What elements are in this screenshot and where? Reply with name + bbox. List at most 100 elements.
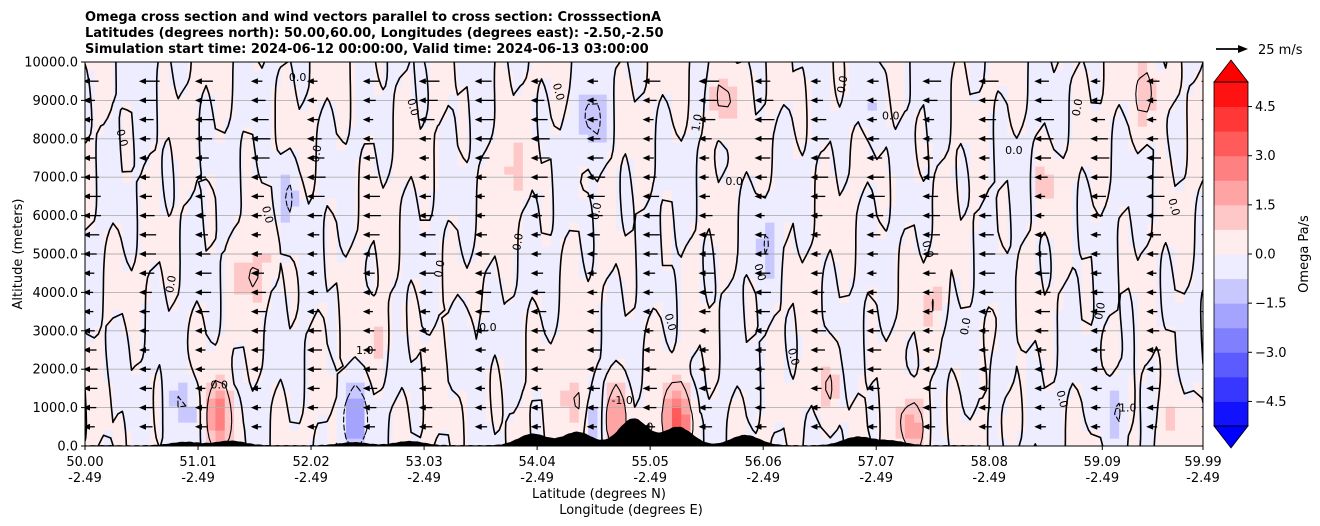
- omega-cell: [970, 390, 980, 399]
- omega-cell: [839, 366, 850, 375]
- omega-cell: [522, 214, 533, 223]
- omega-cell: [1109, 422, 1120, 431]
- omega-cell: [131, 366, 142, 375]
- omega-cell: [85, 206, 95, 215]
- omega-cell: [1091, 398, 1102, 407]
- omega-cell: [662, 422, 673, 431]
- omega-cell: [1025, 390, 1036, 399]
- omega-cell: [336, 422, 347, 431]
- omega-cell: [299, 126, 310, 135]
- omega-cell: [755, 262, 766, 271]
- omega-cell: [252, 246, 263, 255]
- omega-cell: [373, 390, 384, 399]
- omega-cell: [448, 358, 459, 367]
- omega-cell: [429, 310, 440, 319]
- omega-cell: [513, 150, 524, 159]
- omega-cell: [411, 270, 421, 279]
- omega-cell: [196, 262, 207, 271]
- omega-cell: [988, 254, 999, 263]
- omega-cell: [485, 222, 496, 231]
- omega-cell: [774, 438, 785, 446]
- omega-cell: [942, 254, 953, 263]
- omega-cell: [848, 414, 859, 423]
- omega-cell: [485, 174, 496, 183]
- omega-cell: [522, 374, 533, 383]
- omega-cell: [532, 150, 543, 159]
- omega-cell: [839, 134, 850, 143]
- omega-cell: [439, 294, 449, 303]
- omega-cell: [867, 350, 878, 359]
- omega-cell: [1184, 390, 1195, 399]
- omega-cell: [653, 222, 664, 231]
- omega-cell: [112, 270, 123, 279]
- omega-cell: [168, 422, 179, 431]
- omega-cell: [1100, 278, 1111, 287]
- omega-cell: [327, 118, 338, 127]
- omega-cell: [85, 142, 95, 151]
- omega-cell: [942, 278, 953, 287]
- omega-cell: [1081, 206, 1092, 215]
- omega-cell: [569, 278, 580, 287]
- omega-cell: [1007, 302, 1018, 311]
- omega-cell: [178, 278, 189, 287]
- omega-cell: [606, 230, 617, 239]
- omega-cell: [606, 374, 617, 383]
- omega-cell: [289, 158, 300, 167]
- omega-cell: [988, 182, 999, 191]
- omega-cell: [392, 126, 403, 135]
- omega-cell: [1044, 390, 1055, 399]
- omega-cell: [1119, 206, 1130, 215]
- omega-cell: [960, 350, 971, 359]
- omega-cell: [262, 150, 272, 159]
- omega-cell: [103, 126, 114, 135]
- omega-cell: [848, 422, 859, 431]
- omega-cell: [1100, 350, 1111, 359]
- omega-cell: [932, 422, 943, 431]
- omega-cell: [383, 398, 394, 407]
- omega-cell: [168, 270, 179, 279]
- omega-cell: [886, 358, 897, 367]
- omega-cell: [1184, 374, 1195, 383]
- omega-cell: [541, 318, 552, 327]
- omega-cell: [644, 262, 654, 271]
- omega-cell: [746, 158, 757, 167]
- omega-cell: [1035, 294, 1046, 303]
- omega-cell: [364, 390, 375, 399]
- omega-cell: [560, 262, 571, 271]
- omega-cell: [178, 230, 189, 239]
- omega-cell: [914, 270, 925, 279]
- omega-cell: [392, 350, 403, 359]
- omega-cell: [644, 198, 654, 207]
- omega-cell: [420, 334, 431, 343]
- omega-cell: [718, 302, 729, 311]
- omega-cell: [1072, 406, 1083, 415]
- omega-cell: [420, 262, 431, 271]
- omega-cell: [187, 246, 198, 255]
- omega-cell: [560, 398, 571, 407]
- omega-cell: [1007, 358, 1018, 367]
- omega-cell: [765, 286, 776, 295]
- omega-cell: [737, 246, 748, 255]
- omega-cell: [159, 310, 170, 319]
- omega-cell: [606, 414, 617, 423]
- omega-cell: [112, 246, 123, 255]
- omega-cell: [550, 342, 561, 351]
- omega-cell: [681, 206, 692, 215]
- omega-cell: [783, 150, 794, 159]
- omega-cell: [1193, 374, 1203, 383]
- omega-cell: [1063, 358, 1074, 367]
- omega-cell: [895, 198, 906, 207]
- omega-cell: [727, 110, 738, 119]
- omega-cell: [1053, 182, 1064, 191]
- omega-cell: [317, 398, 328, 407]
- omega-cell: [718, 390, 729, 399]
- omega-cell: [1100, 334, 1111, 343]
- omega-cell: [550, 214, 561, 223]
- omega-cell: [392, 334, 403, 343]
- omega-cell: [168, 286, 179, 295]
- omega-cell: [1109, 382, 1120, 391]
- omega-cell: [588, 294, 599, 303]
- omega-cell: [755, 118, 766, 127]
- omega-cell: [345, 318, 356, 327]
- omega-cell: [411, 350, 421, 359]
